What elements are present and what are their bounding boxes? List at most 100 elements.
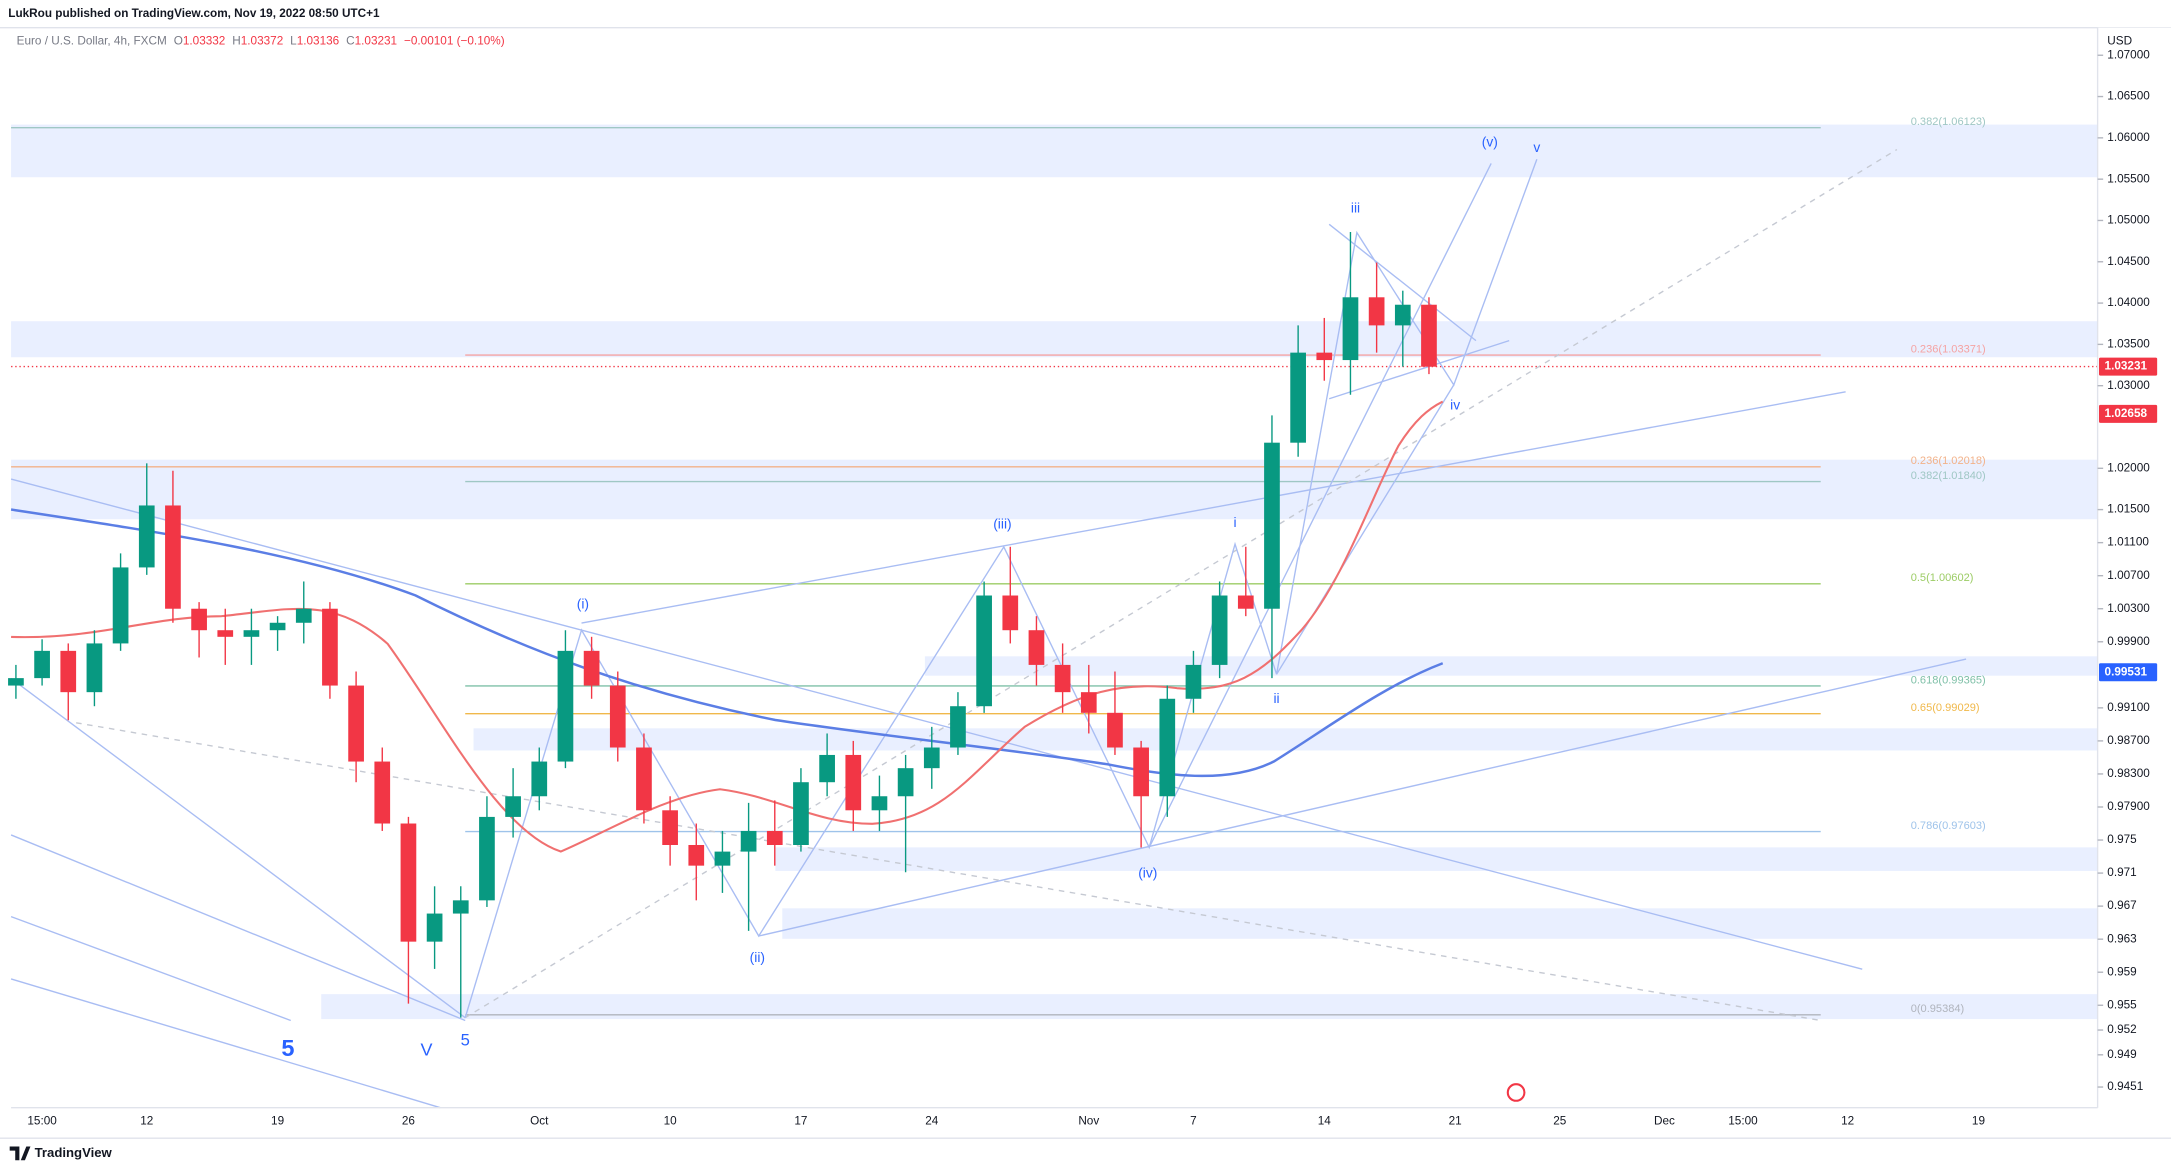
trendline (10, 915, 291, 1022)
zone (11, 321, 2098, 358)
candle-body (1264, 442, 1280, 609)
candle-body (662, 810, 678, 845)
trendline (10, 677, 466, 1019)
zone (11, 459, 2098, 520)
y-tick-label: 0.971 (2107, 866, 2136, 879)
y-tick-label: 1.01100 (2107, 536, 2149, 549)
fib-label: 0.65(0.99029) (1911, 702, 1980, 714)
candle-body (740, 830, 757, 852)
candle-body (583, 650, 600, 686)
zone (782, 908, 2098, 939)
ohlc-legend: Euro / U.S. Dollar, 4h, FXCM O1.03332 H1.0… (17, 35, 505, 48)
x-tick-label: 24 (925, 1115, 939, 1128)
candle-body (557, 650, 574, 762)
candles (8, 232, 1437, 1018)
wave-label: iv (1450, 396, 1460, 412)
candle-body (8, 678, 24, 686)
y-tick-label: 0.98300 (2107, 767, 2150, 780)
candle-body (479, 816, 495, 901)
x-tick-label: 15:00 (27, 1115, 57, 1128)
fib-label: 0.382(1.06123) (1911, 116, 1986, 128)
trendline (1275, 384, 1455, 675)
y-tick-label: 1.04500 (2107, 255, 2150, 268)
y-tick-label: 1.03000 (2107, 379, 2150, 392)
x-tick-label: 26 (402, 1115, 416, 1128)
fib-label: 0.382(1.01840) (1911, 470, 1986, 482)
y-tick-label: 1.06000 (2107, 131, 2150, 144)
candle-body (1211, 595, 1228, 665)
moving-average (10, 508, 1444, 778)
candle-body (86, 643, 103, 693)
y-tick-label: 0.97900 (2107, 800, 2150, 813)
candle-body (374, 761, 391, 824)
y-tick-label: 0.955 (2107, 998, 2137, 1011)
candle-body (1185, 664, 1202, 699)
trendline (10, 978, 441, 1109)
wave-label: v (1533, 139, 1540, 155)
ohlc-value: 1.03372 (241, 35, 283, 48)
wave-label: 5 (461, 1031, 470, 1050)
x-tick-label: 15:00 (1728, 1115, 1758, 1128)
candle-body (1133, 747, 1149, 797)
ohlc-value: 1.03332 (183, 35, 225, 48)
candle-body (191, 608, 207, 631)
candle-body (688, 844, 705, 866)
dashed-line (464, 148, 1898, 1019)
candle-body (505, 796, 521, 817)
ohlc-value: 1.03136 (297, 35, 340, 48)
wave-label: V (420, 1040, 432, 1060)
candle-body (1107, 712, 1123, 748)
wave-label: (iv) (1138, 864, 1157, 880)
price-label-box (2099, 357, 2158, 376)
triangle-line (1328, 339, 1510, 400)
candle-body (1237, 595, 1254, 609)
candle-body (452, 900, 469, 914)
logo (9, 1146, 31, 1161)
x-tick-label: Nov (1078, 1115, 1099, 1128)
triangle-line (1328, 223, 1477, 342)
candle-body (845, 754, 862, 811)
currency: USD (2107, 35, 2132, 48)
y-tick-label: 1.03500 (2107, 337, 2150, 350)
candle-body (60, 650, 77, 693)
candle-body (793, 782, 809, 845)
trendline (1148, 163, 1492, 848)
candle-body (531, 761, 548, 797)
candle-body (400, 823, 417, 942)
x-tick-label: 10 (664, 1115, 678, 1128)
candle-body (295, 608, 312, 623)
candle-body (766, 830, 783, 845)
publisher: LukRou published on TradingView.com, Nov… (8, 7, 380, 20)
candle-body (976, 595, 992, 707)
wave-label: iii (1351, 200, 1360, 216)
zone (924, 656, 2098, 676)
trendline (10, 478, 1863, 970)
zone (473, 728, 2098, 751)
brand: TradingView (35, 1145, 113, 1160)
candle-body (714, 851, 731, 866)
y-tick-label: 1.00300 (2107, 602, 2150, 615)
wave-label: i (1233, 514, 1236, 530)
candle-body (871, 796, 888, 811)
candle-body (1080, 692, 1097, 713)
ohlc-value: 1.03231 (355, 35, 397, 48)
wave-labels: (i) (ii) (iii) (iv) (v) i ii iii iv v 5 … (281, 133, 1540, 1060)
ohlc-key: C (346, 35, 355, 48)
price-label: 1.02658 (2105, 407, 2148, 420)
candle-body (138, 505, 155, 568)
x-tick-label: 17 (794, 1115, 807, 1128)
x-tick-label: 7 (1190, 1115, 1197, 1128)
trendline (581, 391, 1846, 624)
y-tick-label: 1.04000 (2107, 296, 2150, 309)
axes: 1.07000 1.06500 1.06000 1.05500 1.05000 1.045… (27, 48, 2158, 1128)
y-tick-label: 1.05000 (2107, 214, 2150, 227)
fib-label: 0.236(1.02018) (1911, 455, 1986, 467)
wave-label: (v) (1482, 133, 1498, 149)
x-tick-label: 25 (1553, 1115, 1567, 1128)
candle-body (217, 630, 234, 637)
y-tick-label: 0.99900 (2107, 635, 2150, 648)
wave-label: (iii) (993, 515, 1011, 531)
y-tick-label: 1.05500 (2107, 172, 2150, 185)
